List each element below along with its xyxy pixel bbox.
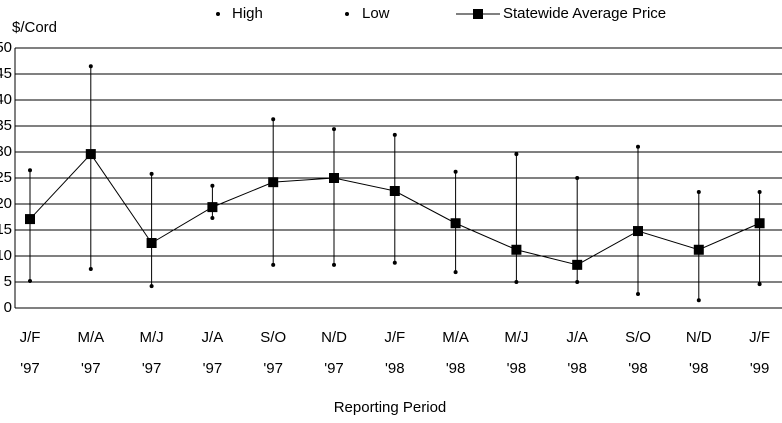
high-dot (575, 176, 580, 180)
high-dot (28, 168, 32, 173)
y-tick-label: 25 (0, 169, 12, 186)
x-tick-label: J/F '99 (749, 329, 770, 377)
low-dot (757, 282, 762, 287)
y-tick-label: 10 (0, 247, 12, 264)
high-dot (514, 152, 519, 157)
y-tick-label: 20 (0, 195, 12, 212)
y-tick-label: 35 (0, 117, 12, 134)
high-dot (636, 144, 640, 149)
x-tick-label: N/D '98 (686, 329, 712, 377)
y-axis-label: $/Cord (12, 19, 57, 36)
average-marker (511, 244, 522, 255)
high-dot (392, 132, 397, 137)
high-dot (453, 169, 458, 174)
average-marker (329, 173, 339, 183)
average-marker (146, 238, 157, 248)
high-dot (332, 127, 336, 132)
y-tick-label: 0 (4, 299, 12, 316)
high-dot (757, 190, 762, 195)
low-dot (636, 291, 640, 296)
low-dot (28, 278, 32, 283)
x-tick-label: S/O '97 (260, 329, 286, 377)
legend-label: High (232, 5, 263, 22)
y-tick-label: 5 (4, 273, 12, 290)
y-tick-label: 15 (0, 221, 12, 238)
average-marker (693, 244, 704, 255)
legend-label: Low (362, 5, 390, 22)
low-dot (453, 270, 458, 275)
average-marker (572, 259, 583, 270)
x-tick-label: M/A '97 (77, 329, 104, 377)
average-marker (207, 202, 218, 213)
average-marker (25, 214, 35, 225)
x-tick-label: J/A '97 (202, 329, 224, 377)
high-dot (696, 190, 701, 195)
y-tick-label: 40 (0, 91, 12, 108)
legend-label: Statewide Average Price (503, 5, 666, 22)
legend-marker (216, 12, 220, 16)
x-tick-label: J/F '97 (20, 329, 41, 377)
y-tick-label: 30 (0, 143, 12, 160)
high-dot (210, 183, 215, 188)
high-dot (149, 171, 154, 176)
x-tick-label: J/A '98 (566, 329, 588, 377)
average-marker (450, 218, 461, 229)
legend-marker (473, 9, 483, 19)
low-dot (332, 262, 336, 267)
average-marker (389, 186, 400, 196)
low-dot (514, 280, 519, 284)
x-tick-label: M/A '98 (442, 329, 469, 377)
y-tick-label: 45 (0, 65, 12, 82)
y-tick-label: 50 (0, 39, 12, 56)
average-marker (268, 177, 279, 188)
x-axis-label: Reporting Period (334, 399, 447, 416)
x-tick-label: N/D '97 (321, 329, 347, 377)
low-dot (392, 260, 397, 265)
average-marker (754, 218, 765, 229)
average-marker (85, 149, 96, 160)
x-tick-label: S/O '98 (625, 329, 651, 377)
low-dot (696, 298, 701, 303)
high-dot (271, 117, 276, 122)
x-tick-label: J/F '98 (384, 329, 405, 377)
average-marker (633, 226, 643, 237)
high-dot (88, 64, 93, 69)
x-tick-label: M/J '98 (504, 329, 528, 377)
legend-marker (345, 12, 349, 16)
low-dot (271, 262, 276, 267)
low-dot (149, 284, 154, 289)
x-tick-label: M/J '97 (140, 329, 164, 377)
low-dot (210, 216, 215, 221)
low-dot (575, 280, 580, 284)
low-dot (88, 267, 93, 271)
